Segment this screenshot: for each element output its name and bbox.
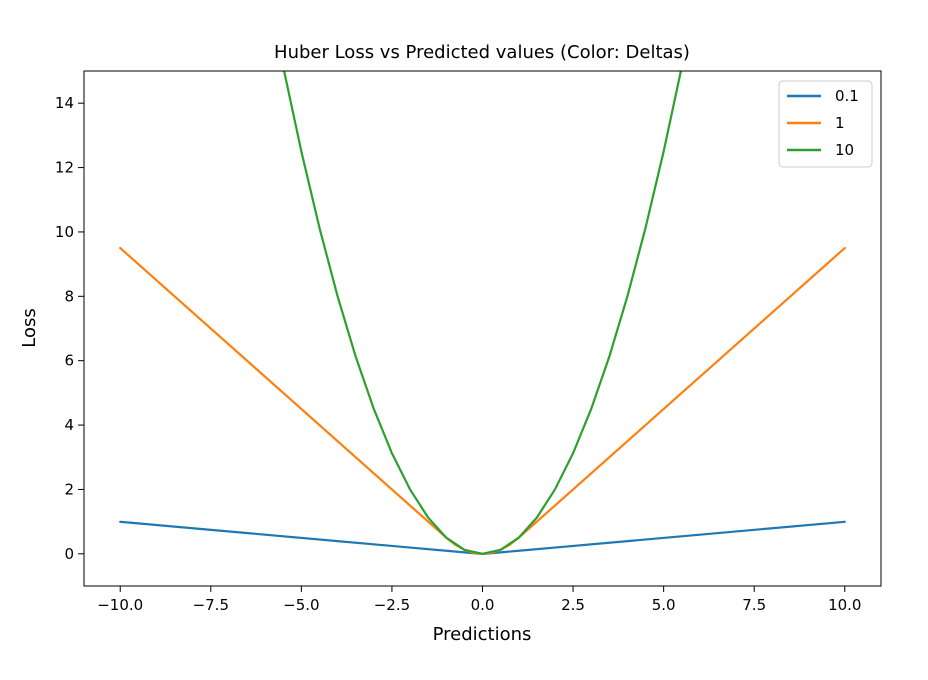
- y-tick-label: 14: [55, 94, 74, 112]
- y-tick-label: 0: [64, 545, 74, 563]
- series-line-0-1: [119, 520, 846, 555]
- x-axis: −10.0 −7.5 −5.0 −2.5 0.0 2.5 5.0 7.5 10.0: [97, 586, 861, 614]
- legend-label: 10: [835, 141, 854, 159]
- series-line-1: [119, 246, 846, 555]
- y-axis: 0 2 4 6 8 10 12 14: [55, 94, 84, 563]
- plot-frame: [83, 70, 882, 587]
- x-tick-label: −10.0: [97, 596, 143, 614]
- series-layer: [119, 71, 846, 555]
- y-tick-label: 4: [64, 416, 74, 434]
- x-tick-label: 0.0: [471, 596, 495, 614]
- legend-box: [778, 80, 873, 168]
- x-tick-label: −7.5: [193, 596, 229, 614]
- x-tick-label: 7.5: [742, 596, 766, 614]
- y-tick-label: 12: [55, 159, 74, 177]
- x-tick-label: 2.5: [561, 596, 585, 614]
- y-tick-label: 10: [55, 223, 74, 241]
- y-axis-title: Loss: [19, 308, 40, 347]
- y-tick-label: 8: [64, 287, 74, 305]
- x-axis-title: Predictions: [433, 624, 532, 645]
- x-tick-label: −2.5: [374, 596, 410, 614]
- legend-label: 0.1: [835, 87, 859, 105]
- y-tick-label: 2: [64, 480, 74, 498]
- legend-label: 1: [835, 114, 845, 132]
- chart-title: Huber Loss vs Predicted values (Color: D…: [274, 42, 690, 63]
- x-tick-label: −5.0: [283, 596, 319, 614]
- y-tick-label: 6: [64, 352, 74, 370]
- legend: 0.1 1 10: [778, 80, 873, 168]
- series-line-10: [282, 71, 683, 555]
- x-tick-label: 10.0: [828, 596, 861, 614]
- x-tick-label: 5.0: [652, 596, 676, 614]
